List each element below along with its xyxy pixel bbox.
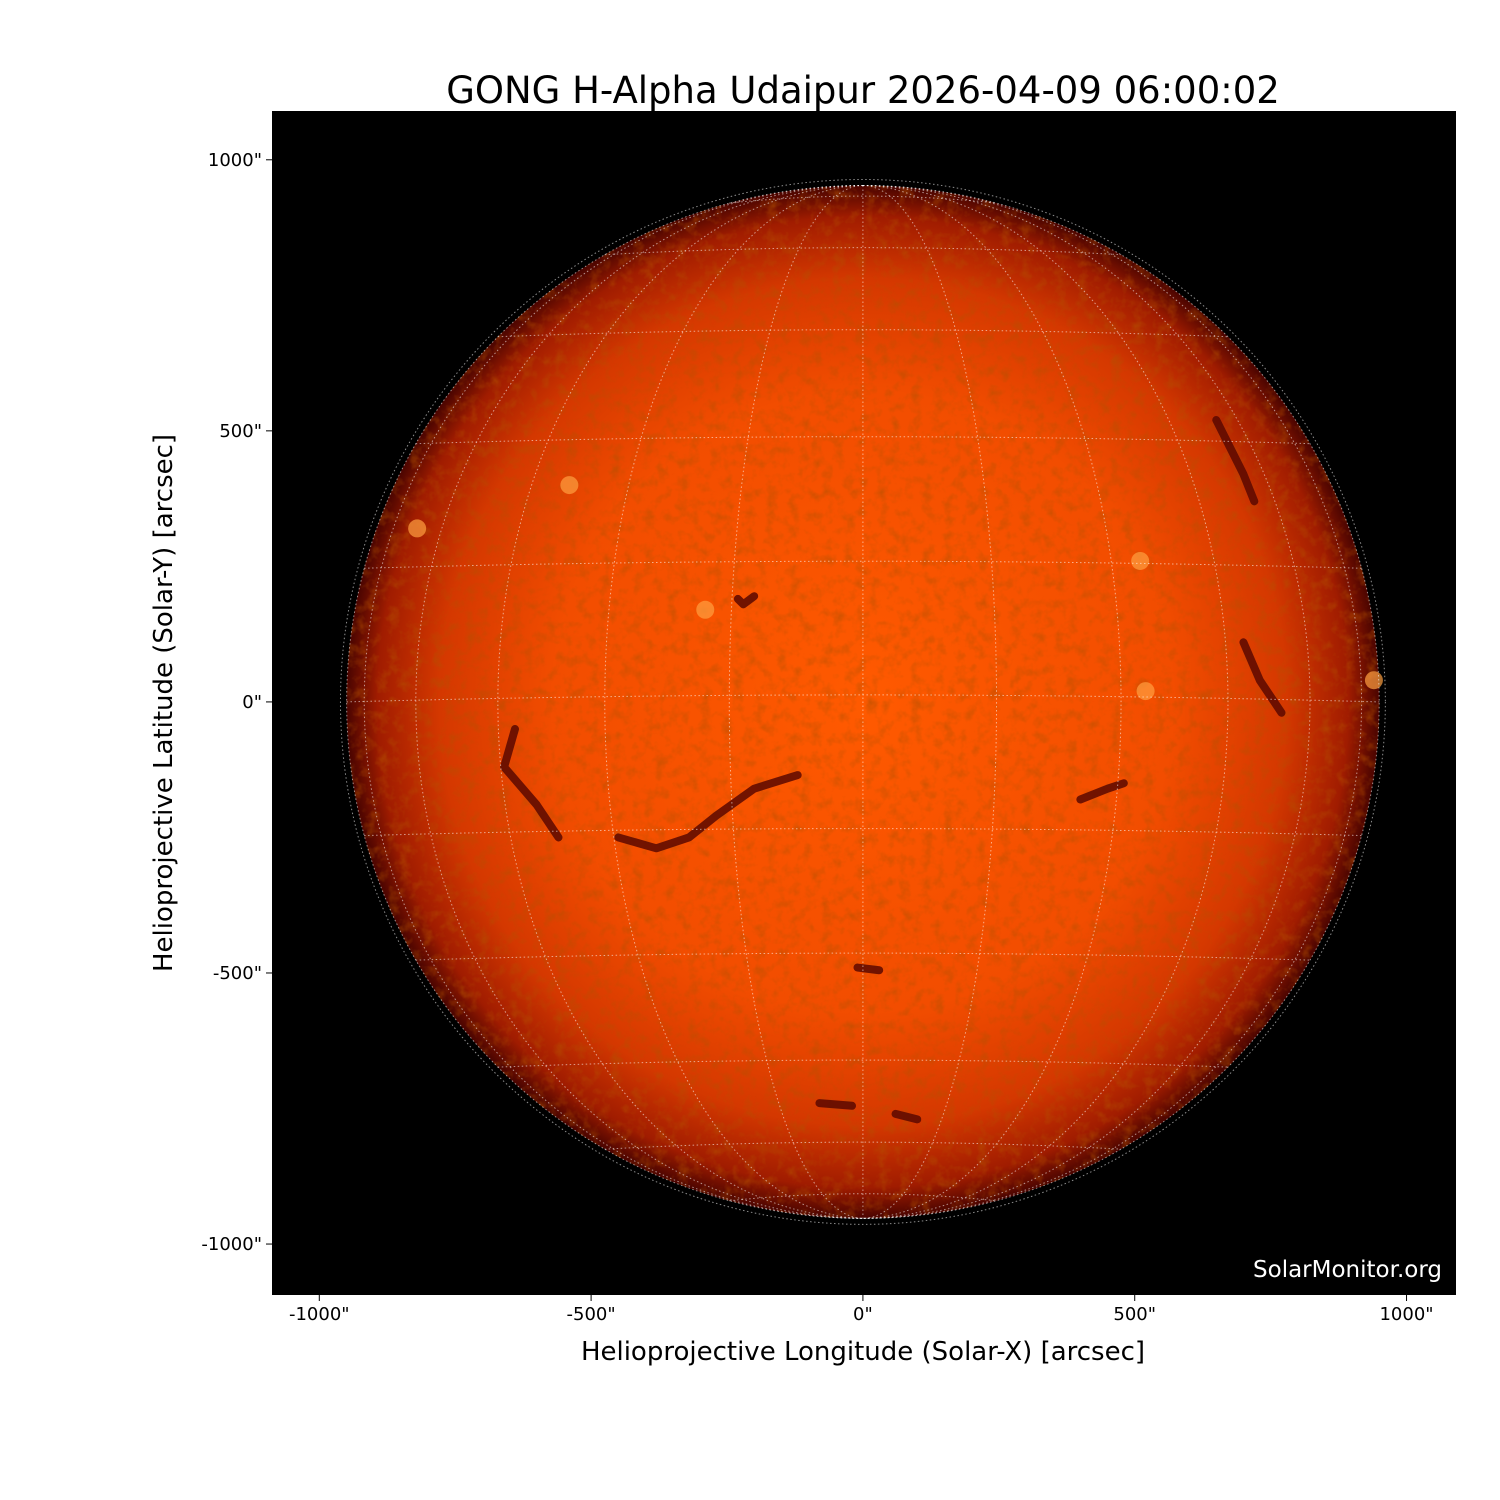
grid-parallel	[497, 1059, 1229, 1068]
plage	[560, 476, 579, 495]
grid-parallel	[415, 952, 1311, 961]
filament	[853, 963, 884, 975]
grid-meridian	[862, 184, 997, 1219]
x-tick-label: 500"	[1113, 1304, 1156, 1325]
y-axis-label: Helioprojective Latitude (Solar-Y) [arcs…	[149, 434, 179, 972]
filament	[891, 1109, 922, 1124]
plage	[1364, 671, 1383, 690]
x-tick-label: -1000"	[289, 1304, 350, 1325]
x-tick-label: 0"	[853, 1304, 873, 1325]
grid-parallel	[364, 560, 1362, 569]
limb-circle	[339, 178, 1386, 1225]
grid-meridian	[729, 184, 863, 1219]
x-tick-label: -500"	[567, 1304, 616, 1325]
plage	[1131, 551, 1150, 570]
y-tick-label: 500"	[219, 421, 262, 442]
filament	[614, 771, 802, 853]
grid-parallel	[415, 436, 1311, 445]
plage	[1136, 682, 1155, 701]
filament	[733, 592, 759, 609]
filament	[500, 725, 563, 842]
x-tick-label: 1000"	[1379, 1304, 1433, 1325]
grid-parallel	[497, 329, 1229, 338]
plage	[408, 519, 427, 538]
watermark: SolarMonitor.org	[1253, 1257, 1442, 1283]
y-tick-label: -1000"	[201, 1234, 262, 1255]
y-tick-label: 1000"	[208, 150, 262, 171]
grid-parallel	[346, 694, 1380, 703]
heliographic-grid	[339, 178, 1386, 1225]
y-tick-label: 0"	[242, 692, 262, 713]
grid-parallel	[364, 828, 1362, 837]
y-tick-label: -500"	[213, 963, 262, 984]
chart-title: GONG H-Alpha Udaipur 2026-04-09 06:00:02	[446, 69, 1280, 112]
filament	[1076, 779, 1128, 804]
filament	[815, 1099, 857, 1110]
x-axis-label: Helioprojective Longitude (Solar-X) [arc…	[581, 1337, 1145, 1367]
filament	[1239, 638, 1286, 717]
filament	[1212, 416, 1259, 506]
plage	[696, 600, 715, 619]
